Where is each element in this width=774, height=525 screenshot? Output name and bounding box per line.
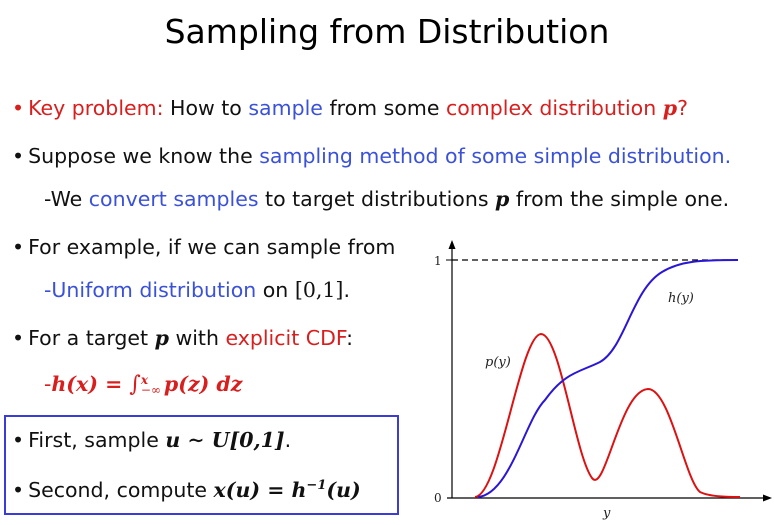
text: with — [168, 326, 226, 350]
key-problem-label: Key problem: — [28, 96, 164, 120]
label-h-y: h(y) — [668, 291, 694, 306]
text-complex: complex distribution — [445, 96, 663, 120]
text-uniform: Uniform distribution — [51, 278, 257, 302]
highlight-box — [4, 415, 399, 515]
text-sample: sample — [248, 96, 323, 120]
label-zero: 0 — [434, 491, 442, 505]
text: . — [724, 144, 732, 168]
dash: - — [44, 187, 51, 211]
text: Second, compute — [28, 478, 214, 502]
math-h-x: h(x) = — [51, 372, 130, 396]
bullet-second-compute: • Second, compute x(u) = h−1(u) — [12, 478, 361, 502]
bullet-dot: • — [12, 235, 25, 259]
cdf-curve — [477, 259, 739, 498]
sub-bullet-cdf-formula: -h(x) = ∫ x −∞ p(z) dz — [44, 372, 242, 397]
text: . — [343, 278, 350, 302]
math-inverse-exponent: −1 — [306, 478, 327, 494]
label-one: 1 — [434, 254, 442, 268]
text: to target distributions — [258, 187, 496, 211]
text: For a target — [28, 326, 155, 350]
math-range: [0,1] — [294, 278, 344, 302]
text: How to — [163, 96, 249, 120]
text-convert-samples: convert samples — [88, 187, 259, 211]
page-title: Sampling from Distribution — [164, 12, 610, 51]
label-y-axis: y — [602, 506, 611, 521]
lower-limit: −∞ — [140, 383, 161, 397]
bullet-dot: • — [12, 144, 25, 168]
label-p-y: p(y) — [485, 355, 511, 370]
integral-limits: x −∞ — [140, 373, 161, 397]
upper-limit: x — [140, 373, 149, 387]
text: First, sample — [28, 428, 166, 452]
math-p: p — [154, 326, 169, 350]
text: from some — [322, 96, 446, 120]
dash: - — [44, 278, 52, 302]
x-axis-arrow — [763, 494, 772, 502]
bullet-target: • For a target p with explicit CDF: — [12, 326, 353, 350]
text: : — [346, 326, 353, 350]
math-p: p — [495, 187, 510, 211]
math-x-u: x(u) = h — [213, 478, 307, 502]
text-explicit-cdf: explicit CDF — [225, 326, 347, 350]
text: on — [256, 278, 295, 302]
bullet-key-problem: • Key problem: How to sample from some co… — [12, 96, 688, 120]
math-integrand: p(z) dz — [163, 372, 243, 396]
bullet-first-sample: • First, sample u ∼ U[0,1]. — [12, 428, 291, 452]
bullet-example: • For example, if we can sample from — [12, 235, 395, 259]
bullet-dot: • — [12, 96, 25, 120]
text: . — [284, 428, 292, 452]
sub-bullet-uniform: -Uniform distribution on [0,1]. — [44, 278, 350, 302]
pdf-curve — [474, 332, 741, 498]
bullet-suppose: • Suppose we know the sampling method of … — [12, 144, 731, 168]
math-p: p — [662, 96, 678, 120]
text: For example, if we can sample from — [28, 235, 396, 259]
text-sampling-method: sampling method of some simple distribut… — [259, 144, 725, 168]
math-u: (u) — [326, 478, 361, 502]
integral-sign: ∫ — [129, 372, 141, 397]
bullet-dot: • — [12, 428, 25, 452]
math-u-uniform: u ∼ U[0,1] — [165, 428, 285, 452]
y-axis-arrow — [448, 240, 456, 249]
sub-bullet-convert: -We convert samples to target distributi… — [44, 187, 729, 211]
dash: - — [44, 372, 52, 396]
bullet-dot: • — [12, 478, 25, 502]
text: from the simple one. — [509, 187, 730, 211]
text: Suppose we know the — [28, 144, 260, 168]
text: ? — [677, 96, 688, 120]
bullet-dot: • — [12, 326, 25, 350]
text: We — [50, 187, 89, 211]
